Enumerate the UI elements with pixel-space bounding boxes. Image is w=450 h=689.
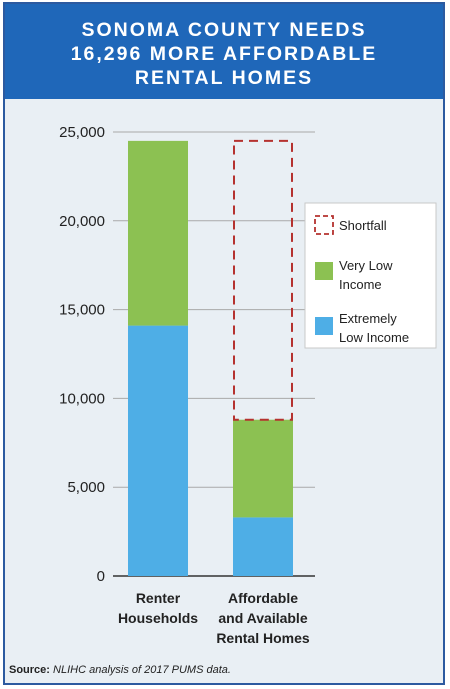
source-note: Source: NLIHC analysis of 2017 PUMS data… <box>9 664 231 676</box>
legend-swatch-very-low-income <box>315 262 333 280</box>
source-label: Source: <box>9 664 50 676</box>
y-tick-label: 15,000 <box>59 302 105 319</box>
legend-swatch-shortfall <box>314 215 334 235</box>
legend-label: Extremely <box>339 311 397 326</box>
bar-shortfall <box>233 139 293 421</box>
legend-label: Very Low <box>339 258 393 273</box>
title-line-1: SONOMA COUNTY NEEDS <box>81 19 367 41</box>
infographic-card: SONOMA COUNTY NEEDS 16,296 MORE AFFORDAB… <box>3 2 445 685</box>
x-category-label: Renter <box>136 590 181 606</box>
legend-label: Low Income <box>339 330 409 345</box>
title-line-2: 16,296 MORE AFFORDABLE <box>70 43 378 65</box>
legend-label: Shortfall <box>339 218 387 233</box>
y-tick-label: 25,000 <box>59 124 105 141</box>
y-tick-label: 20,000 <box>59 213 105 230</box>
x-category-label: Households <box>118 610 198 626</box>
bar-very-low-income <box>128 140 188 326</box>
bar-extremely-low-income <box>233 517 293 576</box>
x-category-label: Rental Homes <box>216 630 310 646</box>
bar-extremely-low-income <box>128 325 188 576</box>
legend-swatch-extremely-low-income <box>315 317 333 335</box>
legend-label: Income <box>339 277 382 292</box>
title-line-3: RENTAL HOMES <box>134 67 314 89</box>
x-category-label: and Available <box>218 610 307 626</box>
source-text: NLIHC analysis of 2017 PUMS data. <box>53 664 231 676</box>
y-tick-label: 0 <box>97 568 105 585</box>
title-banner: SONOMA COUNTY NEEDS 16,296 MORE AFFORDAB… <box>5 4 443 99</box>
bar-very-low-income <box>233 419 293 518</box>
x-category-label: Affordable <box>228 590 298 606</box>
stacked-bar-chart: 0 5,000 10,000 15,000 20,000 25,000 Renter Hous… <box>59 124 437 646</box>
y-tick-label: 5,000 <box>67 479 105 496</box>
y-tick-label: 10,000 <box>59 390 105 407</box>
